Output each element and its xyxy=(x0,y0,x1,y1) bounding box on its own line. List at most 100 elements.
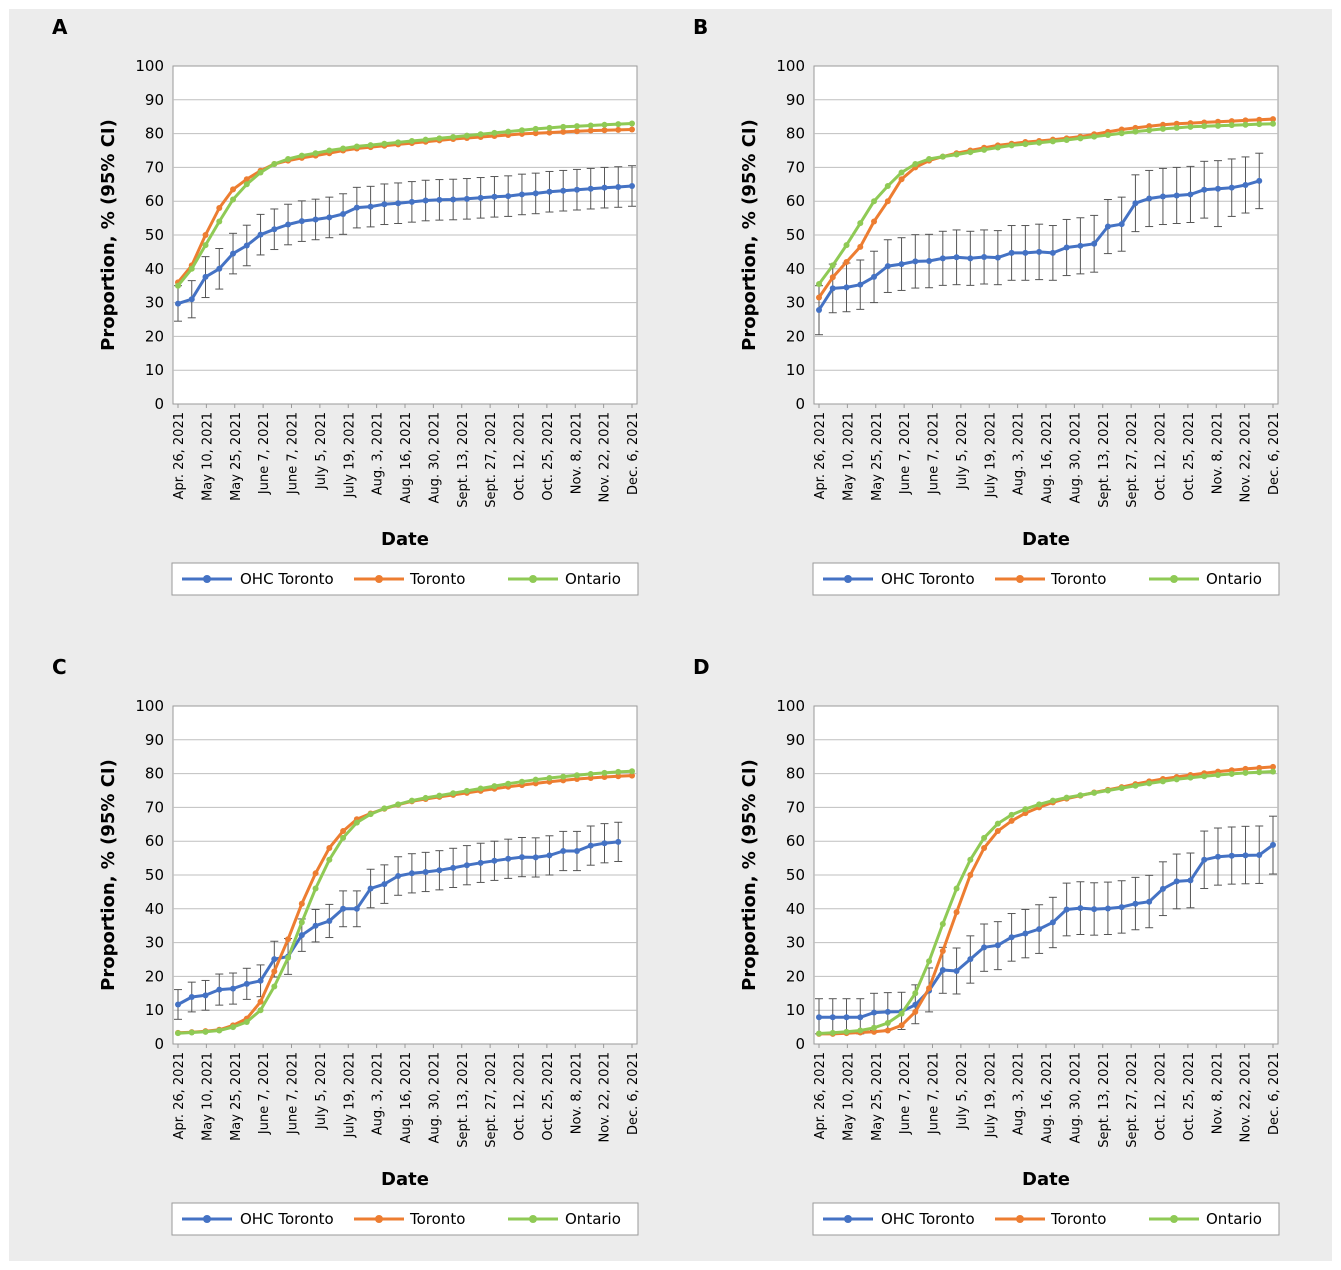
panel-b-point-ontario xyxy=(1256,121,1263,128)
panel-c-point-ontario xyxy=(175,1030,181,1037)
panel-d-y-tick-label: 50 xyxy=(786,866,805,884)
panel-c-point-ontario xyxy=(243,1019,250,1026)
panel-c-point-ontario xyxy=(560,773,567,780)
panel-b-x-tick-label: June 7, 2021 xyxy=(927,412,942,495)
panel-d-legend-item-ontario: Ontario xyxy=(1149,1210,1262,1228)
panel-a-point-ohc-toronto xyxy=(395,200,402,207)
panel-c-point-ohc-toronto xyxy=(518,854,525,861)
panel-a-x-tick-label: Aug. 3, 2021 xyxy=(371,412,386,495)
panel-b-x-tick-label: Aug. 30, 2021 xyxy=(1068,412,1083,504)
panel-b-point-ohc-toronto xyxy=(871,273,878,280)
panel-c-point-ontario xyxy=(353,819,360,826)
panel-c-x-tick-label: Apr. 26, 2021 xyxy=(172,1052,187,1139)
panel-d-point-ohc-toronto xyxy=(994,942,1001,949)
panel-d-point-ohc-toronto xyxy=(953,967,960,974)
panel-b-point-ohc-toronto xyxy=(857,281,864,288)
panel-d-point-ohc-toronto xyxy=(1228,852,1235,859)
panel-a-point-ohc-toronto xyxy=(202,273,209,280)
panel-d-y-tick-label: 10 xyxy=(786,1001,805,1019)
panel-b-y-tick-label: 0 xyxy=(795,395,805,413)
panel-a-point-ontario xyxy=(477,131,484,138)
panel-a-point-ohc-toronto xyxy=(601,184,608,191)
panel-c-point-ontario xyxy=(587,770,594,777)
panel-c-x-tick-label: Sept. 13, 2021 xyxy=(456,1052,471,1148)
panel-b-point-ohc-toronto xyxy=(1159,193,1166,200)
panel-d-point-ontario xyxy=(981,834,988,841)
panel-c-point-ohc-toronto xyxy=(271,956,278,963)
panel-d-point-toronto xyxy=(981,844,988,851)
panel-c-point-ohc-toronto xyxy=(560,848,567,855)
panel-c-x-tick-label: Oct. 25, 2021 xyxy=(541,1052,556,1141)
panel-a-x-tick-label: July 5, 2021 xyxy=(314,412,329,490)
panel-c-point-toronto xyxy=(615,773,622,780)
panel-d-point-ohc-toronto xyxy=(1118,904,1125,911)
panel-c-y-tick-label: 90 xyxy=(145,731,164,749)
panel-c-point-ontario xyxy=(188,1029,195,1036)
panel-d-letter: D xyxy=(693,655,710,679)
panel-b-x-tick-label: Oct. 25, 2021 xyxy=(1182,412,1197,501)
panel-b-line-ontario xyxy=(817,122,1274,285)
panel-b-legend-item-ontario: Ontario xyxy=(1149,570,1262,588)
panel-d-point-ontario xyxy=(857,1027,864,1034)
panel-b-x-tick-label: June 7, 2021 xyxy=(898,412,913,495)
panel-d-point-ohc-toronto xyxy=(1091,906,1098,913)
panel-a-point-toronto xyxy=(532,130,539,137)
panel-c-point-ohc-toronto xyxy=(505,855,512,862)
panel-d-x-tick-label: Sept. 27, 2021 xyxy=(1125,1052,1140,1148)
panel-a-point-toronto xyxy=(587,127,594,134)
panel-a-point-ontario xyxy=(271,161,278,168)
panel-b-point-ohc-toronto xyxy=(939,255,946,262)
panel-b-point-ohc-toronto xyxy=(1256,177,1263,184)
panel-d-x-tick-label: Dec. 6, 2021 xyxy=(1267,1052,1282,1135)
panel-c-point-toronto xyxy=(629,772,635,779)
panel-d-point-ontario xyxy=(1201,773,1208,780)
panel-d-y-tick-label: 20 xyxy=(786,967,805,985)
panel-d-point-ohc-toronto xyxy=(843,1014,850,1021)
panel-b-y-axis-title: Proportion, % (95% CI) xyxy=(739,119,760,351)
panel-c-legend-label-toronto: Toronto xyxy=(409,1210,465,1228)
panel-b-point-ontario xyxy=(898,169,905,176)
panel-a-x-tick-label: Aug. 16, 2021 xyxy=(399,412,414,504)
panel-d-point-ontario xyxy=(994,820,1001,827)
panel-b-point-ontario xyxy=(871,198,878,205)
panel-a-point-ontario xyxy=(202,242,209,249)
panel-c-point-toronto xyxy=(326,844,333,851)
panel-b-point-ohc-toronto xyxy=(1146,195,1153,202)
panel-c-y-tick-label: 30 xyxy=(145,934,164,952)
panel-b-point-ohc-toronto xyxy=(1201,186,1208,193)
panel-b-point-toronto xyxy=(1270,116,1276,123)
panel-a-point-ohc-toronto xyxy=(518,191,525,198)
panel-c-y-tick-label: 100 xyxy=(135,697,164,715)
panel-d-point-ohc-toronto xyxy=(1242,852,1249,859)
panel-d-point-ohc-toronto xyxy=(912,1001,919,1008)
panel-c-letter: C xyxy=(52,655,67,679)
panel-c-point-ohc-toronto xyxy=(326,917,333,924)
panel-a-letter: A xyxy=(52,15,68,39)
panel-b-point-ontario xyxy=(857,220,864,227)
panel-b-point-ontario xyxy=(1146,127,1153,134)
panel-d-point-ohc-toronto xyxy=(1173,878,1180,885)
panel-b: B 0 10 20 30 40 50 60 70 80 90 100 Apr. 26, 2021 May … xyxy=(693,15,1282,596)
panel-a-y-axis-title: Proportion, % (95% CI) xyxy=(98,119,119,351)
panel-c-point-ontario xyxy=(436,792,443,799)
panel-a-x-tick-label: May 10, 2021 xyxy=(200,412,215,501)
panel-c-y-tick-label: 10 xyxy=(145,1001,164,1019)
panel-c-point-ontario xyxy=(230,1024,237,1031)
panel-a-point-ohc-toronto xyxy=(587,185,594,192)
panel-c-x-tick-label: Sept. 27, 2021 xyxy=(484,1052,499,1148)
panel-a-x-tick-label: May 25, 2021 xyxy=(229,412,244,501)
panel-b-point-ontario xyxy=(1242,121,1249,128)
panel-a-point-ontario xyxy=(175,282,181,289)
panel-a-x-tick-label: July 19, 2021 xyxy=(342,412,357,498)
panel-a-point-ontario xyxy=(285,155,292,162)
panel-b-point-ohc-toronto xyxy=(1063,244,1070,251)
panel-a-point-ohc-toronto xyxy=(271,226,278,233)
panel-b-point-ontario xyxy=(939,153,946,160)
panel-d-point-ohc-toronto xyxy=(1063,906,1070,913)
panel-d-line-toronto xyxy=(819,765,1274,1036)
panel-c-y-tick-label: 80 xyxy=(145,765,164,783)
panel-d-y-tick-label: 40 xyxy=(786,900,805,918)
panel-b-point-ontario xyxy=(843,242,850,249)
panel-b-point-ontario xyxy=(1104,131,1111,138)
